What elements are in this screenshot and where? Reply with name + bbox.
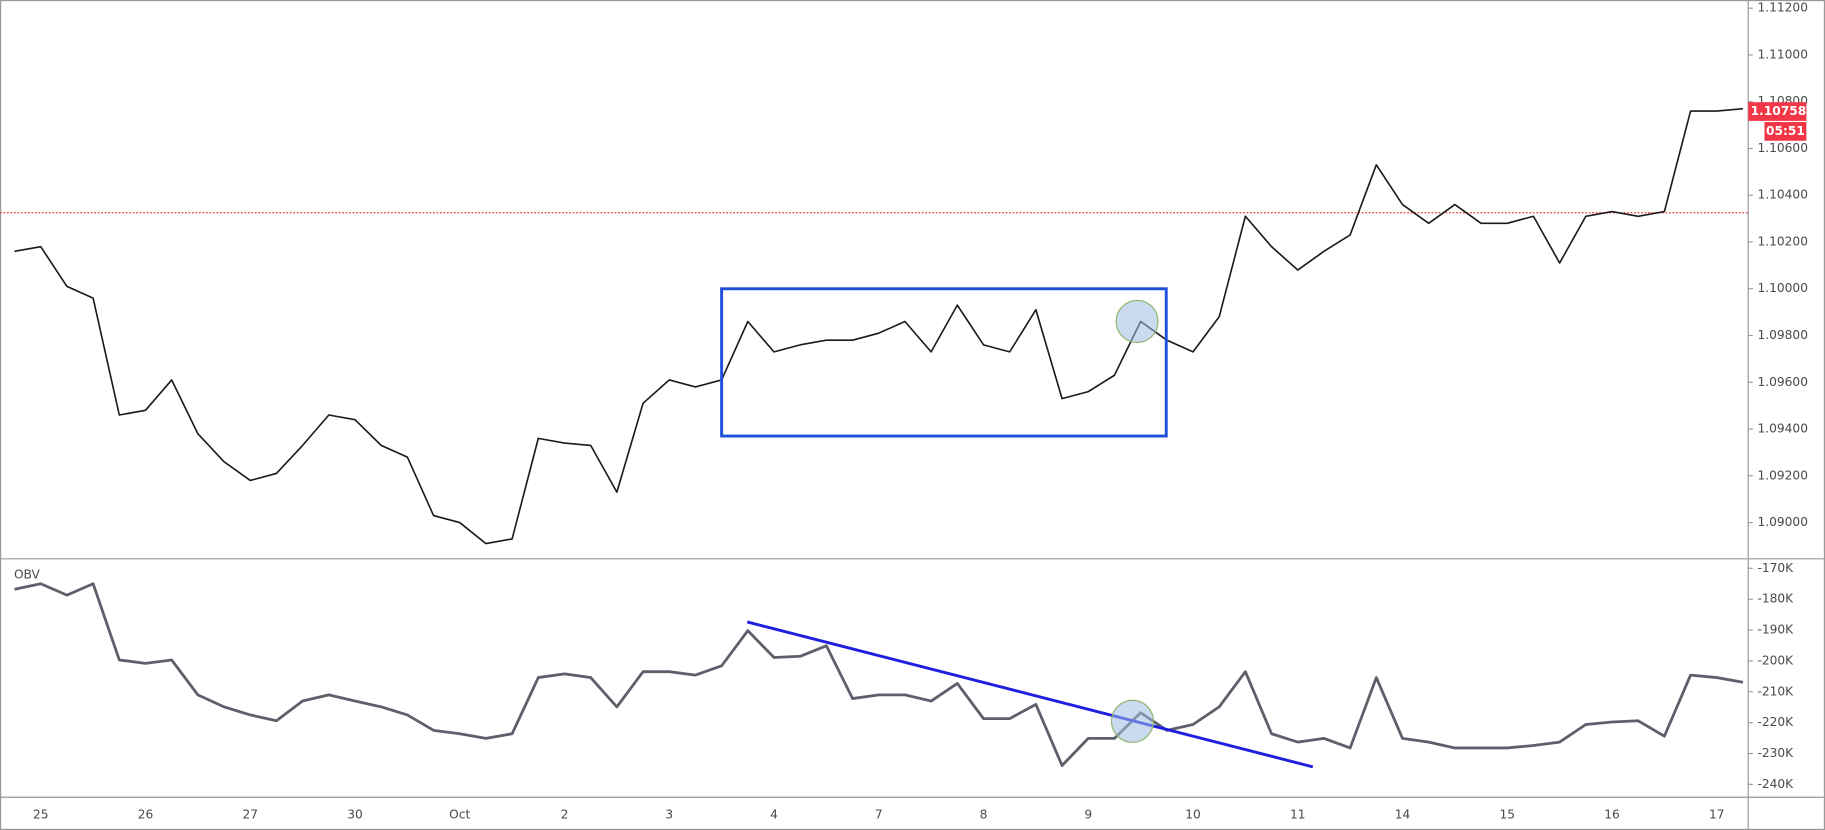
- x-tick-label: 30: [347, 807, 363, 821]
- last-price-box: [1748, 102, 1807, 121]
- y-tick-label: 1.11200: [1757, 1, 1807, 15]
- countdown-label: 05:51: [1766, 124, 1805, 138]
- y-tick-label: -180K: [1757, 592, 1794, 606]
- y-tick-label: -210K: [1757, 684, 1794, 698]
- x-tick-label: 17: [1709, 807, 1725, 821]
- countdown-box: [1764, 122, 1807, 141]
- highlight-circle: [1110, 699, 1155, 743]
- y-tick-label: 1.09400: [1757, 422, 1807, 436]
- trend-line: [746, 620, 1314, 769]
- obv-label: OBV: [14, 568, 41, 582]
- y-tick-label: 1.09800: [1757, 328, 1807, 342]
- x-tick-label: 3: [665, 807, 673, 821]
- x-tick-label: 15: [1499, 807, 1515, 821]
- y-tick-label: -220K: [1757, 715, 1794, 729]
- y-tick-label: -230K: [1757, 746, 1794, 760]
- x-tick-label: 27: [242, 807, 258, 821]
- x-tick-label: 8: [980, 807, 988, 821]
- x-tick-label: 26: [138, 807, 154, 821]
- y-tick-label: 1.11000: [1757, 47, 1807, 61]
- y-tick-label: -200K: [1757, 653, 1794, 667]
- x-tick-label: 10: [1185, 807, 1201, 821]
- x-tick-label: 9: [1084, 807, 1092, 821]
- y-tick-label: 1.10000: [1757, 281, 1807, 295]
- last-price-label: 1.10758: [1751, 104, 1807, 118]
- y-tick-label: -240K: [1757, 777, 1794, 791]
- x-tick-label: 16: [1604, 807, 1620, 821]
- x-tick-label: 11: [1290, 807, 1306, 821]
- series-line: [14, 582, 1744, 767]
- highlight-circle: [1115, 299, 1159, 344]
- x-tick-label: 14: [1395, 807, 1411, 821]
- x-tick-label: Oct: [449, 807, 470, 821]
- plot: [0, 107, 1749, 767]
- y-tick-label: 1.10600: [1757, 141, 1807, 155]
- x-tick-label: 4: [770, 807, 778, 821]
- y-tick-label: 1.09600: [1757, 375, 1807, 389]
- y-tick-label: 1.10400: [1757, 188, 1807, 202]
- series-line: [14, 107, 1744, 545]
- annotations: [720, 287, 1314, 769]
- y-tick-label: -170K: [1757, 561, 1794, 575]
- range-box: [720, 287, 1168, 438]
- y-tick-label: 1.10200: [1757, 234, 1807, 248]
- x-tick-label: 2: [561, 807, 569, 821]
- y-tick-label: 1.09200: [1757, 468, 1807, 482]
- y-tick-label: 1.09000: [1757, 515, 1807, 529]
- x-tick-label: 7: [875, 807, 883, 821]
- x-tick-label: 25: [33, 807, 49, 821]
- axis: 25 26 27 30 Oct 2 3 4 7 8 9 10 11 14 15 16 17 1.09000 1.09…: [33, 1, 1808, 822]
- y-tick-label: -190K: [1757, 623, 1794, 637]
